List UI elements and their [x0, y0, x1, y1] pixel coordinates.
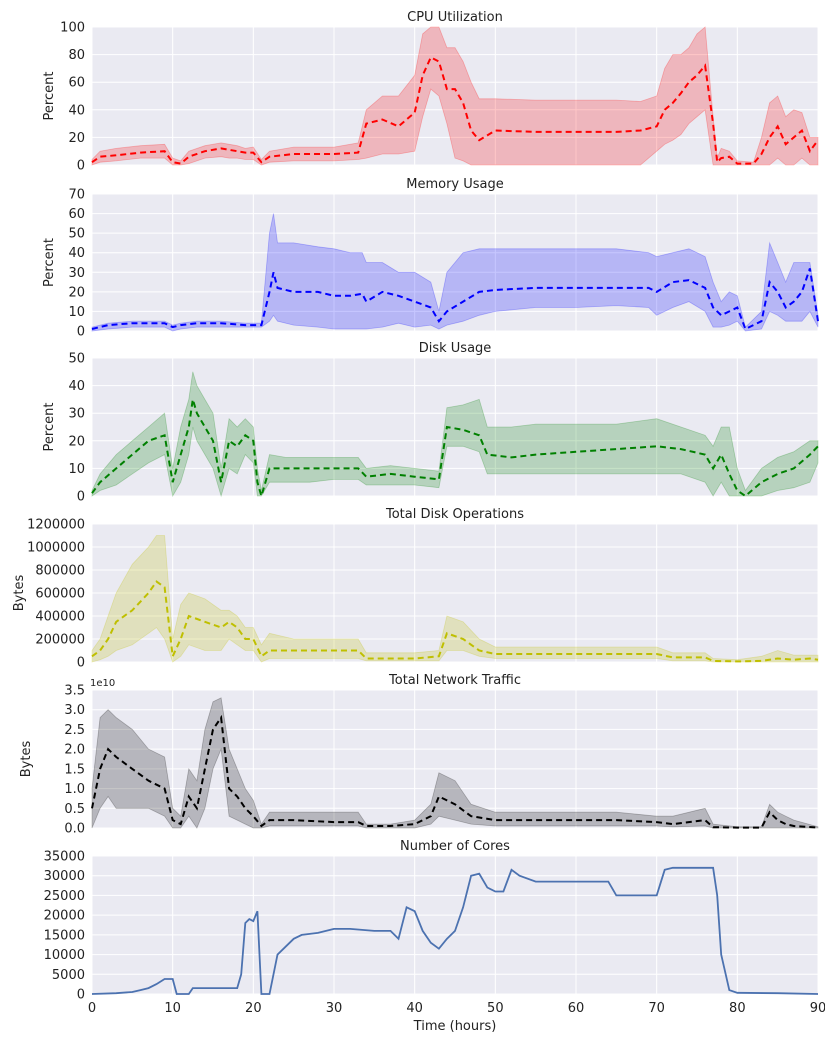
y-offset-label: 1e10	[90, 678, 115, 689]
y-tick-label: 20	[68, 434, 85, 449]
band-memory	[91, 213, 819, 332]
y-tick-label: 100	[60, 21, 85, 36]
y-axis-label: Percent	[42, 238, 57, 287]
x-tick-label: 20	[245, 1001, 262, 1016]
panel-memory: Memory Usage 0 10 20 30 40 50 60 70 Percent	[42, 177, 819, 340]
y-tick-label: 3.0	[64, 703, 85, 718]
x-tick-label: 30	[326, 1001, 343, 1016]
plot-area-cores	[92, 856, 818, 994]
y-tick-label: 1000000	[27, 541, 85, 556]
plot-area-memory	[92, 194, 818, 331]
mean-line-cpu	[91, 56, 819, 165]
chart-title: Total Disk Operations	[385, 507, 524, 522]
y-axis-label: Bytes	[19, 741, 34, 778]
x-axis-label: Time (hours)	[413, 1019, 497, 1034]
plot-area-disk	[92, 358, 818, 496]
chart-title: Memory Usage	[406, 177, 504, 192]
y-tick-label: 0	[77, 159, 85, 174]
y-tick-label: 400000	[35, 610, 85, 625]
chart-title: Total Network Traffic	[388, 673, 521, 688]
y-axis-label: Percent	[42, 72, 57, 121]
mean-line-memory	[91, 268, 819, 331]
mean-line-network	[91, 714, 819, 829]
y-tick-label: 10	[68, 305, 85, 320]
y-tick-label: 0	[77, 656, 85, 671]
y-tick-label: 50	[68, 352, 85, 367]
y-tick-label: 30	[68, 266, 85, 281]
line-cores	[91, 866, 819, 995]
x-tick-label: 60	[568, 1001, 585, 1016]
y-tick-label: 0.0	[64, 822, 85, 837]
mean-line-disk_ops	[91, 580, 819, 663]
y-tick-label: 50	[68, 227, 85, 242]
chart-title: Disk Usage	[419, 341, 492, 356]
y-tick-label: 600000	[35, 587, 85, 602]
y-tick-label: 60	[68, 76, 85, 91]
y-tick-label: 30	[68, 407, 85, 422]
y-tick-label: 20	[68, 285, 85, 300]
y-tick-label: 5000	[52, 968, 85, 983]
y-tick-label: 25000	[44, 889, 85, 904]
x-tick-label: 70	[648, 1001, 665, 1016]
chart-title: CPU Utilization	[407, 10, 503, 25]
y-tick-label: 0.5	[64, 802, 85, 817]
x-tick-label: 90	[810, 1001, 825, 1016]
mean-line-disk	[91, 399, 819, 500]
y-tick-label: 2.0	[64, 743, 85, 758]
y-tick-label: 3.5	[64, 684, 85, 699]
y-tick-label: 40	[68, 103, 85, 118]
y-tick-label: 80	[68, 48, 85, 63]
x-tick-label: 10	[164, 1001, 181, 1016]
y-tick-label: 70	[68, 188, 85, 203]
x-tick-label: 80	[729, 1001, 746, 1016]
y-tick-label: 10000	[44, 948, 85, 963]
y-tick-label: 10	[68, 462, 85, 477]
y-tick-label: 2.5	[64, 723, 85, 738]
plot-area-cpu	[92, 27, 818, 165]
panel-disk: Disk Usage 0 10 20 30 40 50 Percent	[42, 341, 819, 505]
y-tick-label: 40	[68, 379, 85, 394]
panel-cpu: CPU Utilization 0 20 40 60 80 100 Percent	[42, 10, 819, 174]
x-tick-label: 50	[487, 1001, 504, 1016]
y-tick-label: 0	[77, 988, 85, 1003]
y-tick-label: 0	[77, 325, 85, 340]
y-tick-label: 1.0	[64, 782, 85, 797]
chart-title: Number of Cores	[400, 839, 510, 854]
band-network	[91, 697, 819, 829]
y-tick-label: 40	[68, 246, 85, 261]
y-tick-label: 0	[77, 490, 85, 505]
panel-network: Total Network Traffic 0.0 0.5 1.0 1.5 2.0 2.5 3…	[19, 673, 819, 837]
y-tick-label: 20000	[44, 909, 85, 924]
panel-cores: Number of Cores 0 5000 10000 15000 20000 25000…	[44, 839, 825, 1034]
y-tick-label: 1.5	[64, 762, 85, 777]
y-tick-label: 1200000	[27, 518, 85, 533]
y-tick-label: 20	[68, 131, 85, 146]
y-tick-label: 200000	[35, 633, 85, 648]
band-disk	[91, 371, 819, 498]
y-tick-label: 35000	[44, 850, 85, 865]
y-axis-label: Percent	[42, 403, 57, 452]
y-tick-label: 800000	[35, 564, 85, 579]
y-tick-label: 60	[68, 207, 85, 222]
y-tick-label: 15000	[44, 928, 85, 943]
x-tick-label: 40	[406, 1001, 423, 1016]
panel-disk_ops: Total Disk Operations 0 200000 400000 600000…	[12, 507, 819, 671]
x-tick-label: 0	[88, 1001, 96, 1016]
y-tick-label: 30000	[44, 869, 85, 884]
y-axis-label: Bytes	[12, 575, 27, 612]
